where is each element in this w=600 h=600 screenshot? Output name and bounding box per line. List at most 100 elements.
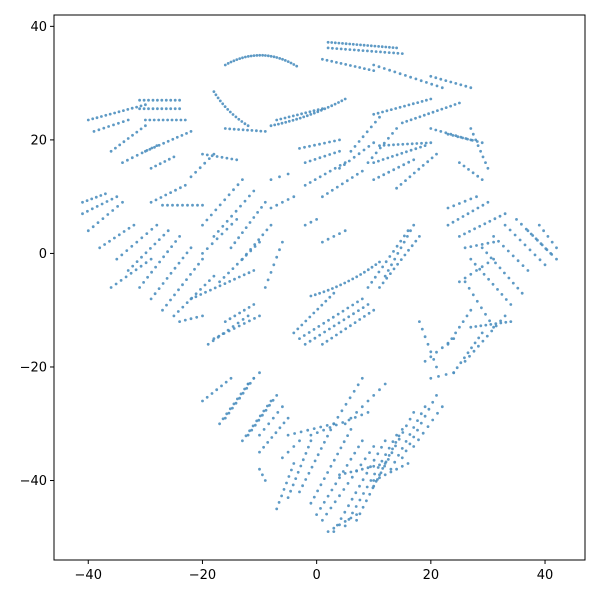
scatter-point: [427, 407, 431, 411]
scatter-point: [104, 113, 108, 117]
scatter-point: [463, 199, 467, 203]
scatter-point: [181, 305, 185, 309]
scatter-point: [342, 440, 346, 444]
scatter-point: [381, 281, 385, 285]
scatter-point: [399, 258, 403, 261]
scatter-point: [338, 164, 342, 167]
scatter-point: [387, 51, 391, 54]
scatter-point: [148, 147, 152, 151]
scatter-point: [176, 310, 180, 313]
scatter-point: [291, 483, 295, 487]
scatter-point: [449, 104, 452, 108]
scatter-point: [326, 46, 330, 50]
scatter-point: [463, 356, 466, 360]
scatter-point: [355, 469, 358, 472]
scatter-point: [260, 206, 263, 209]
scatter-point: [406, 462, 410, 465]
scatter-point: [430, 82, 434, 86]
scatter-point: [308, 144, 311, 148]
scatter-point: [227, 193, 231, 197]
scatter-point: [480, 141, 484, 145]
scatter-point: [463, 359, 467, 363]
scatter-point: [423, 144, 427, 148]
scatter-point: [242, 273, 246, 277]
scatter-point: [179, 186, 182, 190]
scatter-point: [283, 116, 287, 120]
scatter-point: [333, 41, 337, 45]
scatter-point: [130, 244, 134, 248]
scatter-point: [348, 48, 352, 51]
scatter-point: [81, 212, 84, 216]
scatter-point: [86, 209, 89, 213]
scatter-point: [109, 286, 113, 289]
scatter-point: [490, 329, 494, 333]
scatter-point: [308, 159, 312, 163]
scatter-point: [461, 136, 464, 140]
scatter-point: [302, 334, 306, 337]
scatter-point: [444, 131, 448, 135]
scatter-point: [322, 500, 326, 504]
scatter-point: [243, 122, 247, 126]
scatter-point: [359, 463, 363, 467]
scatter-point: [166, 139, 170, 143]
scatter-point: [139, 264, 143, 268]
scatter-point: [395, 244, 399, 248]
scatter-point: [160, 98, 164, 102]
scatter-point: [355, 411, 358, 414]
scatter-point: [430, 156, 434, 160]
scatter-point: [335, 333, 338, 337]
scatter-point: [521, 264, 525, 267]
scatter-point: [397, 434, 401, 438]
scatter-point: [326, 237, 330, 241]
scatter-point: [252, 376, 256, 380]
scatter-point: [347, 418, 351, 422]
scatter-point: [223, 127, 227, 130]
scatter-point: [279, 117, 283, 121]
scatter-point: [381, 158, 385, 161]
scatter-point: [347, 159, 351, 163]
scatter-point: [169, 298, 172, 302]
scatter-point: [329, 464, 333, 468]
scatter-point: [550, 240, 554, 244]
scatter-point: [383, 439, 387, 443]
scatter-point: [307, 331, 311, 334]
scatter-point: [355, 172, 359, 176]
scatter-point: [395, 153, 399, 157]
scatter-point: [332, 458, 336, 462]
scatter-point: [298, 439, 301, 443]
scatter-point: [322, 477, 326, 480]
scatter-point: [404, 179, 407, 183]
scatter-point: [199, 293, 203, 296]
scatter-point: [237, 128, 241, 131]
scatter-point: [496, 288, 499, 291]
scatter-point: [550, 253, 554, 256]
scatter-point: [228, 127, 232, 131]
scatter-point: [151, 107, 155, 111]
scatter-point: [313, 178, 317, 182]
scatter-point: [494, 324, 498, 328]
scatter-point: [222, 332, 226, 335]
scatter-point: [310, 465, 314, 469]
scatter-point: [201, 152, 204, 156]
scatter-point: [130, 156, 134, 160]
scatter-point: [439, 77, 443, 81]
scatter-point: [162, 255, 166, 259]
scatter-point: [372, 479, 376, 482]
scatter-point: [543, 263, 547, 267]
scatter-point: [261, 413, 264, 417]
scatter-point: [339, 517, 343, 520]
y-tick-label: 40: [30, 20, 47, 35]
scatter-point: [365, 471, 369, 475]
scatter-point: [400, 447, 404, 450]
scatter-point: [292, 445, 296, 448]
scatter-point: [227, 411, 231, 415]
scatter-point: [374, 263, 378, 266]
scatter-point: [480, 243, 484, 246]
scatter-point: [96, 221, 100, 225]
scatter-point: [338, 523, 341, 527]
scatter-point: [349, 64, 352, 67]
scatter-point: [98, 246, 102, 250]
scatter-point: [212, 337, 216, 340]
scatter-point: [349, 457, 353, 461]
